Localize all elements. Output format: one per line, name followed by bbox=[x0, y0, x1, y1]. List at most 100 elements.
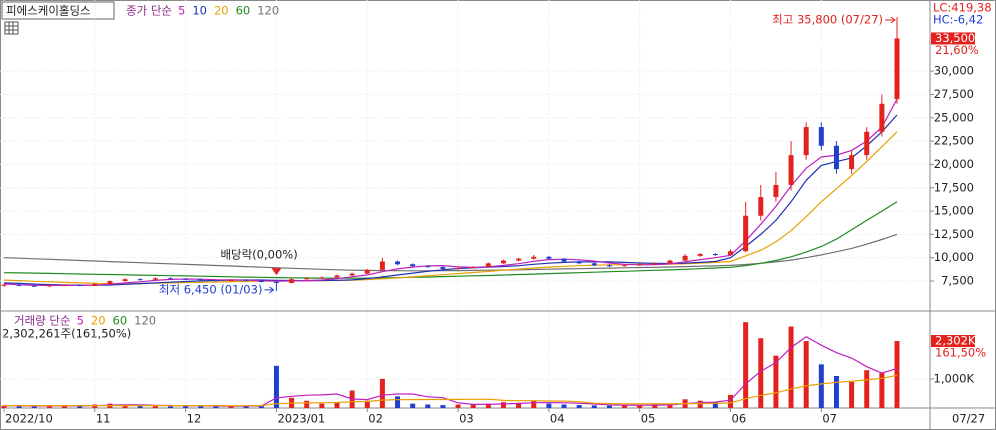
candle-body bbox=[198, 279, 204, 281]
volume-bar bbox=[455, 404, 461, 408]
y-tick-label: 12,500 bbox=[934, 227, 974, 241]
candle-body bbox=[213, 280, 219, 282]
legend-entry: 20 bbox=[91, 314, 106, 328]
candle-body bbox=[516, 258, 522, 261]
table-icon[interactable] bbox=[4, 21, 19, 35]
y-tick-label: 7,500 bbox=[941, 274, 974, 288]
candle-body bbox=[107, 281, 113, 284]
last-date: 07/27 bbox=[952, 412, 985, 426]
candle-body bbox=[864, 131, 870, 156]
volume-change-label: 161,50% bbox=[935, 346, 986, 360]
candle-body bbox=[728, 251, 734, 255]
title-box bbox=[1, 1, 115, 20]
volume-bar bbox=[576, 405, 582, 408]
volume-bar bbox=[803, 341, 809, 408]
volume-bar bbox=[652, 404, 658, 408]
x-tick-label: 02 bbox=[368, 412, 383, 426]
last-volume-label: 2,302K bbox=[935, 334, 976, 348]
volume-bar bbox=[500, 402, 506, 408]
candle-body bbox=[289, 279, 295, 283]
volume-bar bbox=[77, 406, 83, 408]
candle-body bbox=[712, 254, 718, 256]
legend-entry: 10 bbox=[192, 4, 207, 18]
candle-body bbox=[606, 265, 612, 267]
y-tick-label: 20,000 bbox=[934, 157, 974, 171]
candle-body bbox=[531, 256, 537, 259]
volume-bar bbox=[213, 406, 219, 408]
dividend-annotation: 배당락(0,00%) bbox=[220, 248, 297, 262]
candle-body bbox=[183, 278, 189, 280]
volume-ma-line bbox=[3, 374, 898, 407]
low-annotation: 최저 6,450 (01/03) bbox=[159, 282, 263, 296]
volume-bar bbox=[864, 370, 870, 408]
volume-bar bbox=[818, 364, 824, 408]
chart-title: 피에스케이홀딩스 bbox=[6, 4, 91, 18]
x-tick-label: 07 bbox=[822, 412, 837, 426]
volume-bar bbox=[758, 338, 764, 408]
volume-bar bbox=[16, 406, 22, 408]
legend-entry: 60 bbox=[236, 4, 251, 18]
y-tick-label: 25,000 bbox=[934, 110, 974, 124]
volume-bar bbox=[531, 400, 537, 408]
candle-body bbox=[818, 127, 824, 146]
legend-title: 종가 단순 bbox=[126, 4, 172, 18]
volume-bar bbox=[198, 405, 204, 408]
volume-bar bbox=[31, 406, 37, 408]
volume-bar bbox=[894, 341, 900, 408]
volume-bar bbox=[743, 322, 749, 408]
candle-body bbox=[92, 283, 98, 286]
candle-body bbox=[122, 279, 128, 282]
volume-bar bbox=[606, 405, 612, 408]
candle-body bbox=[258, 280, 264, 283]
volume-bar bbox=[1, 405, 7, 408]
legend-entry: 120 bbox=[134, 314, 156, 328]
candle-body bbox=[622, 265, 628, 267]
volume-bar bbox=[183, 405, 189, 408]
candle-body bbox=[682, 255, 688, 261]
volume-bar bbox=[395, 396, 401, 408]
candle-body bbox=[440, 267, 446, 269]
last-price-box bbox=[931, 32, 975, 45]
y-tick-label: 30,000 bbox=[934, 64, 974, 78]
candle-body bbox=[395, 261, 401, 265]
candle-body bbox=[137, 279, 143, 281]
volume-bar bbox=[637, 405, 643, 408]
candle-body bbox=[364, 269, 370, 274]
legend-entry: 5 bbox=[77, 314, 84, 328]
volume-bar bbox=[137, 405, 143, 408]
high-arrow bbox=[885, 16, 896, 24]
candle-body bbox=[652, 263, 658, 265]
candle-body bbox=[31, 285, 37, 287]
x-tick-label: 12 bbox=[187, 412, 202, 426]
change-label: 21,60% bbox=[935, 43, 979, 57]
volume-bar bbox=[485, 403, 491, 408]
volume-bar bbox=[788, 326, 794, 408]
candle-body bbox=[379, 261, 385, 270]
volume-bar bbox=[410, 403, 416, 408]
volume-bar bbox=[516, 402, 522, 408]
volume-bar bbox=[667, 403, 673, 408]
volume-bar bbox=[773, 355, 779, 408]
volume-bar bbox=[622, 405, 628, 408]
last-volume-box bbox=[931, 335, 975, 348]
volume-bar bbox=[833, 376, 839, 408]
candle-body bbox=[894, 38, 900, 100]
low-arrow bbox=[264, 286, 275, 294]
candle-body bbox=[561, 258, 567, 262]
candle-body bbox=[455, 268, 461, 270]
volume-bar bbox=[334, 402, 340, 408]
high-annotation: 최고 35,800 (07/27) bbox=[772, 12, 883, 26]
candle-body bbox=[637, 264, 643, 266]
x-tick-label: 11 bbox=[96, 412, 111, 426]
volume-bar bbox=[364, 400, 370, 408]
dividend-marker bbox=[271, 268, 282, 276]
volume-bar bbox=[440, 405, 446, 408]
volume-bar bbox=[228, 406, 234, 408]
candle-body bbox=[576, 261, 582, 264]
candle-body bbox=[410, 264, 416, 267]
candle-body bbox=[485, 263, 491, 268]
x-tick-label: 2022/10 bbox=[5, 412, 53, 426]
candle-body bbox=[803, 127, 809, 156]
